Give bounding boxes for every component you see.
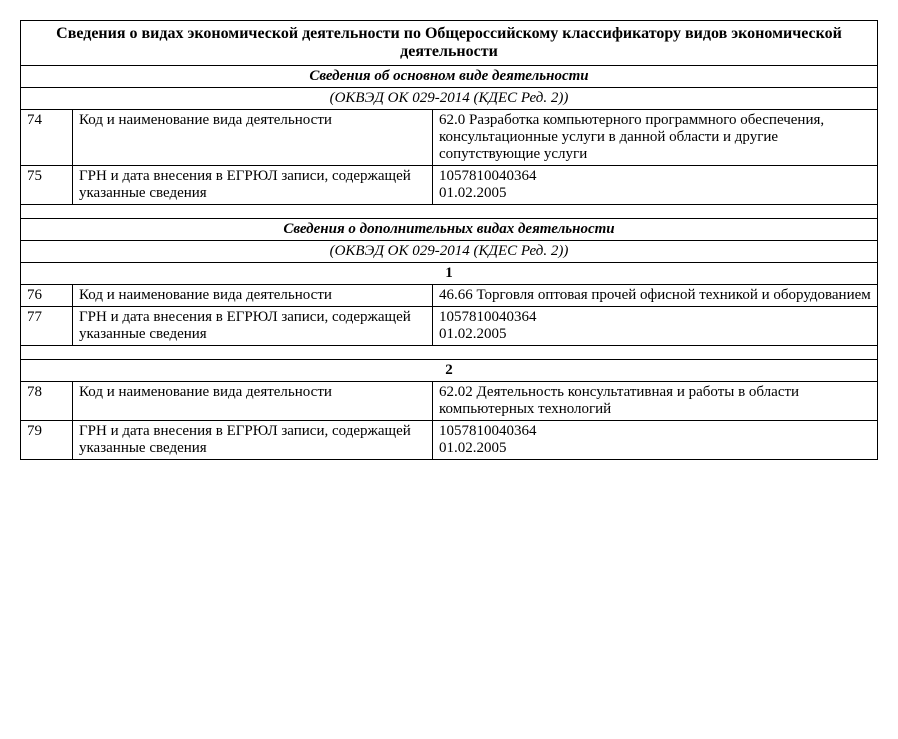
table-title-row: Сведения о видах экономической деятельно… bbox=[21, 21, 878, 66]
group-number-row: 2 bbox=[21, 360, 878, 382]
row-value: 62.0 Разработка компьютерного программно… bbox=[433, 110, 878, 166]
row-value: 62.02 Деятельность консультативная и раб… bbox=[433, 382, 878, 421]
row-label: ГРН и дата внесения в ЕГРЮЛ записи, соде… bbox=[73, 307, 433, 346]
classifier-note-row: (ОКВЭД ОК 029-2014 (КДЕС Ред. 2)) bbox=[21, 88, 878, 110]
section-subtitle: Сведения об основном виде деятельности bbox=[21, 66, 878, 88]
table-row: 78 Код и наименование вида деятельности … bbox=[21, 382, 878, 421]
row-number: 78 bbox=[21, 382, 73, 421]
row-label: ГРН и дата внесения в ЕГРЮЛ записи, соде… bbox=[73, 421, 433, 460]
row-label: Код и наименование вида деятельности bbox=[73, 285, 433, 307]
section-subtitle-row: Сведения об основном виде деятельности bbox=[21, 66, 878, 88]
row-label: ГРН и дата внесения в ЕГРЮЛ записи, соде… bbox=[73, 166, 433, 205]
table-row: 77 ГРН и дата внесения в ЕГРЮЛ записи, с… bbox=[21, 307, 878, 346]
spacer-row bbox=[21, 205, 878, 219]
table-row: 79 ГРН и дата внесения в ЕГРЮЛ записи, с… bbox=[21, 421, 878, 460]
row-value: 105781004036401.02.2005 bbox=[433, 307, 878, 346]
main-title: Сведения о видах экономической деятельно… bbox=[21, 21, 878, 66]
row-number: 75 bbox=[21, 166, 73, 205]
row-value: 105781004036401.02.2005 bbox=[433, 166, 878, 205]
row-number: 76 bbox=[21, 285, 73, 307]
table-row: 75 ГРН и дата внесения в ЕГРЮЛ записи, с… bbox=[21, 166, 878, 205]
row-label: Код и наименование вида деятельности bbox=[73, 382, 433, 421]
section-subtitle-row: Сведения о дополнительных видах деятельн… bbox=[21, 219, 878, 241]
classifier-note: (ОКВЭД ОК 029-2014 (КДЕС Ред. 2)) bbox=[21, 88, 878, 110]
group-number: 2 bbox=[21, 360, 878, 382]
section-subtitle: Сведения о дополнительных видах деятельн… bbox=[21, 219, 878, 241]
classifier-note-row: (ОКВЭД ОК 029-2014 (КДЕС Ред. 2)) bbox=[21, 241, 878, 263]
row-number: 79 bbox=[21, 421, 73, 460]
group-number-row: 1 bbox=[21, 263, 878, 285]
row-number: 74 bbox=[21, 110, 73, 166]
table-row: 74 Код и наименование вида деятельности … bbox=[21, 110, 878, 166]
row-number: 77 bbox=[21, 307, 73, 346]
group-number: 1 bbox=[21, 263, 878, 285]
row-label: Код и наименование вида деятельности bbox=[73, 110, 433, 166]
table-row: 76 Код и наименование вида деятельности … bbox=[21, 285, 878, 307]
row-value: 105781004036401.02.2005 bbox=[433, 421, 878, 460]
classifier-note: (ОКВЭД ОК 029-2014 (КДЕС Ред. 2)) bbox=[21, 241, 878, 263]
activity-table: Сведения о видах экономической деятельно… bbox=[20, 20, 878, 460]
spacer-row bbox=[21, 346, 878, 360]
row-value: 46.66 Торговля оптовая прочей офисной те… bbox=[433, 285, 878, 307]
